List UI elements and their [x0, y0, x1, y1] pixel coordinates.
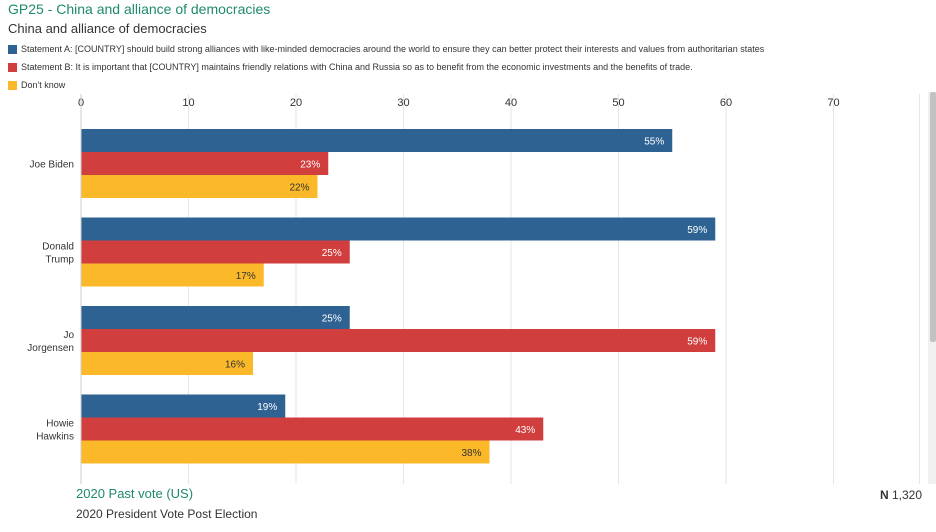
category-label-3-line-0: Howie	[46, 419, 74, 430]
bar-statement-a-1	[81, 217, 716, 241]
x-tick-label-60: 60	[720, 97, 732, 109]
bar-chart: 01020304050607055%23%22%Joe Biden59%25%1…	[27, 94, 920, 484]
x-tick-label-50: 50	[612, 97, 624, 109]
data-label-statement-a-0: 55%	[644, 137, 664, 148]
x-tick-label-10: 10	[182, 97, 194, 109]
bar-statement-b-0	[81, 152, 329, 175]
footer-variable-description: 2020 President Vote Post Election	[76, 507, 258, 521]
sample-size: N 1,320	[880, 488, 922, 502]
category-label-2-line-1: Jorgensen	[27, 343, 74, 354]
data-label-statement-a-3: 19%	[257, 402, 277, 413]
x-tick-label-30: 30	[397, 97, 409, 109]
data-label-statement-a-1: 59%	[687, 225, 707, 236]
data-label-statement-b-1: 25%	[322, 248, 342, 259]
bar-statement-b-1	[81, 240, 350, 264]
category-label-3-line-1: Hawkins	[36, 432, 74, 443]
x-tick-label-20: 20	[290, 97, 302, 109]
data-label-dont-know-0: 22%	[289, 183, 309, 194]
bar-dont-know-0	[81, 175, 318, 198]
data-label-statement-b-2: 59%	[687, 337, 707, 348]
bar-dont-know-1	[81, 263, 264, 287]
category-label-2-line-0: Jo	[63, 330, 74, 341]
bar-dont-know-2	[81, 352, 253, 375]
chart-title: GP25 - China and alliance of democracies	[8, 1, 271, 17]
bar-statement-a-3	[81, 394, 286, 418]
legend: Statement A: [COUNTRY] should build stro…	[8, 40, 936, 94]
legend-swatch-statement-b	[8, 62, 17, 72]
chart-scrollbar-thumb[interactable]	[930, 92, 936, 342]
footer-variable-label: 2020 Past vote (US)	[76, 486, 194, 501]
data-label-statement-a-2: 25%	[322, 314, 342, 325]
legend-item-dont-know[interactable]: Don't know	[8, 76, 936, 94]
bar-statement-a-0	[81, 129, 673, 152]
legend-item-statement-a[interactable]: Statement A: [COUNTRY] should build stro…	[8, 40, 936, 58]
legend-label-dont-know: Don't know	[21, 80, 66, 90]
legend-swatch-dont-know	[8, 80, 17, 90]
x-tick-label-40: 40	[505, 97, 517, 109]
data-label-statement-b-3: 43%	[515, 425, 535, 436]
bar-statement-b-3	[81, 417, 544, 441]
data-label-dont-know-2: 16%	[225, 360, 245, 371]
category-label-1-line-1: Trump	[45, 255, 74, 266]
legend-swatch-statement-a	[8, 44, 17, 54]
legend-label-statement-b: Statement B: It is important that [COUNT…	[21, 62, 693, 72]
legend-item-statement-b[interactable]: Statement B: It is important that [COUNT…	[8, 58, 936, 76]
data-label-dont-know-3: 38%	[461, 448, 481, 459]
bar-statement-b-2	[81, 329, 716, 352]
chart-subtitle: China and alliance of democracies	[8, 21, 207, 36]
x-tick-label-70: 70	[827, 97, 839, 109]
category-label-0-line-0: Joe Biden	[30, 160, 74, 171]
sample-size-prefix: N	[879, 488, 889, 502]
sample-size-value: 1,320	[891, 488, 922, 502]
category-label-1-line-0: Donald	[42, 242, 74, 253]
bar-statement-a-2	[81, 306, 350, 329]
data-label-statement-b-0: 23%	[300, 160, 320, 171]
bar-dont-know-3	[81, 440, 490, 464]
legend-label-statement-a: Statement A: [COUNTRY] should build stro…	[21, 44, 765, 54]
data-label-dont-know-1: 17%	[236, 271, 256, 282]
